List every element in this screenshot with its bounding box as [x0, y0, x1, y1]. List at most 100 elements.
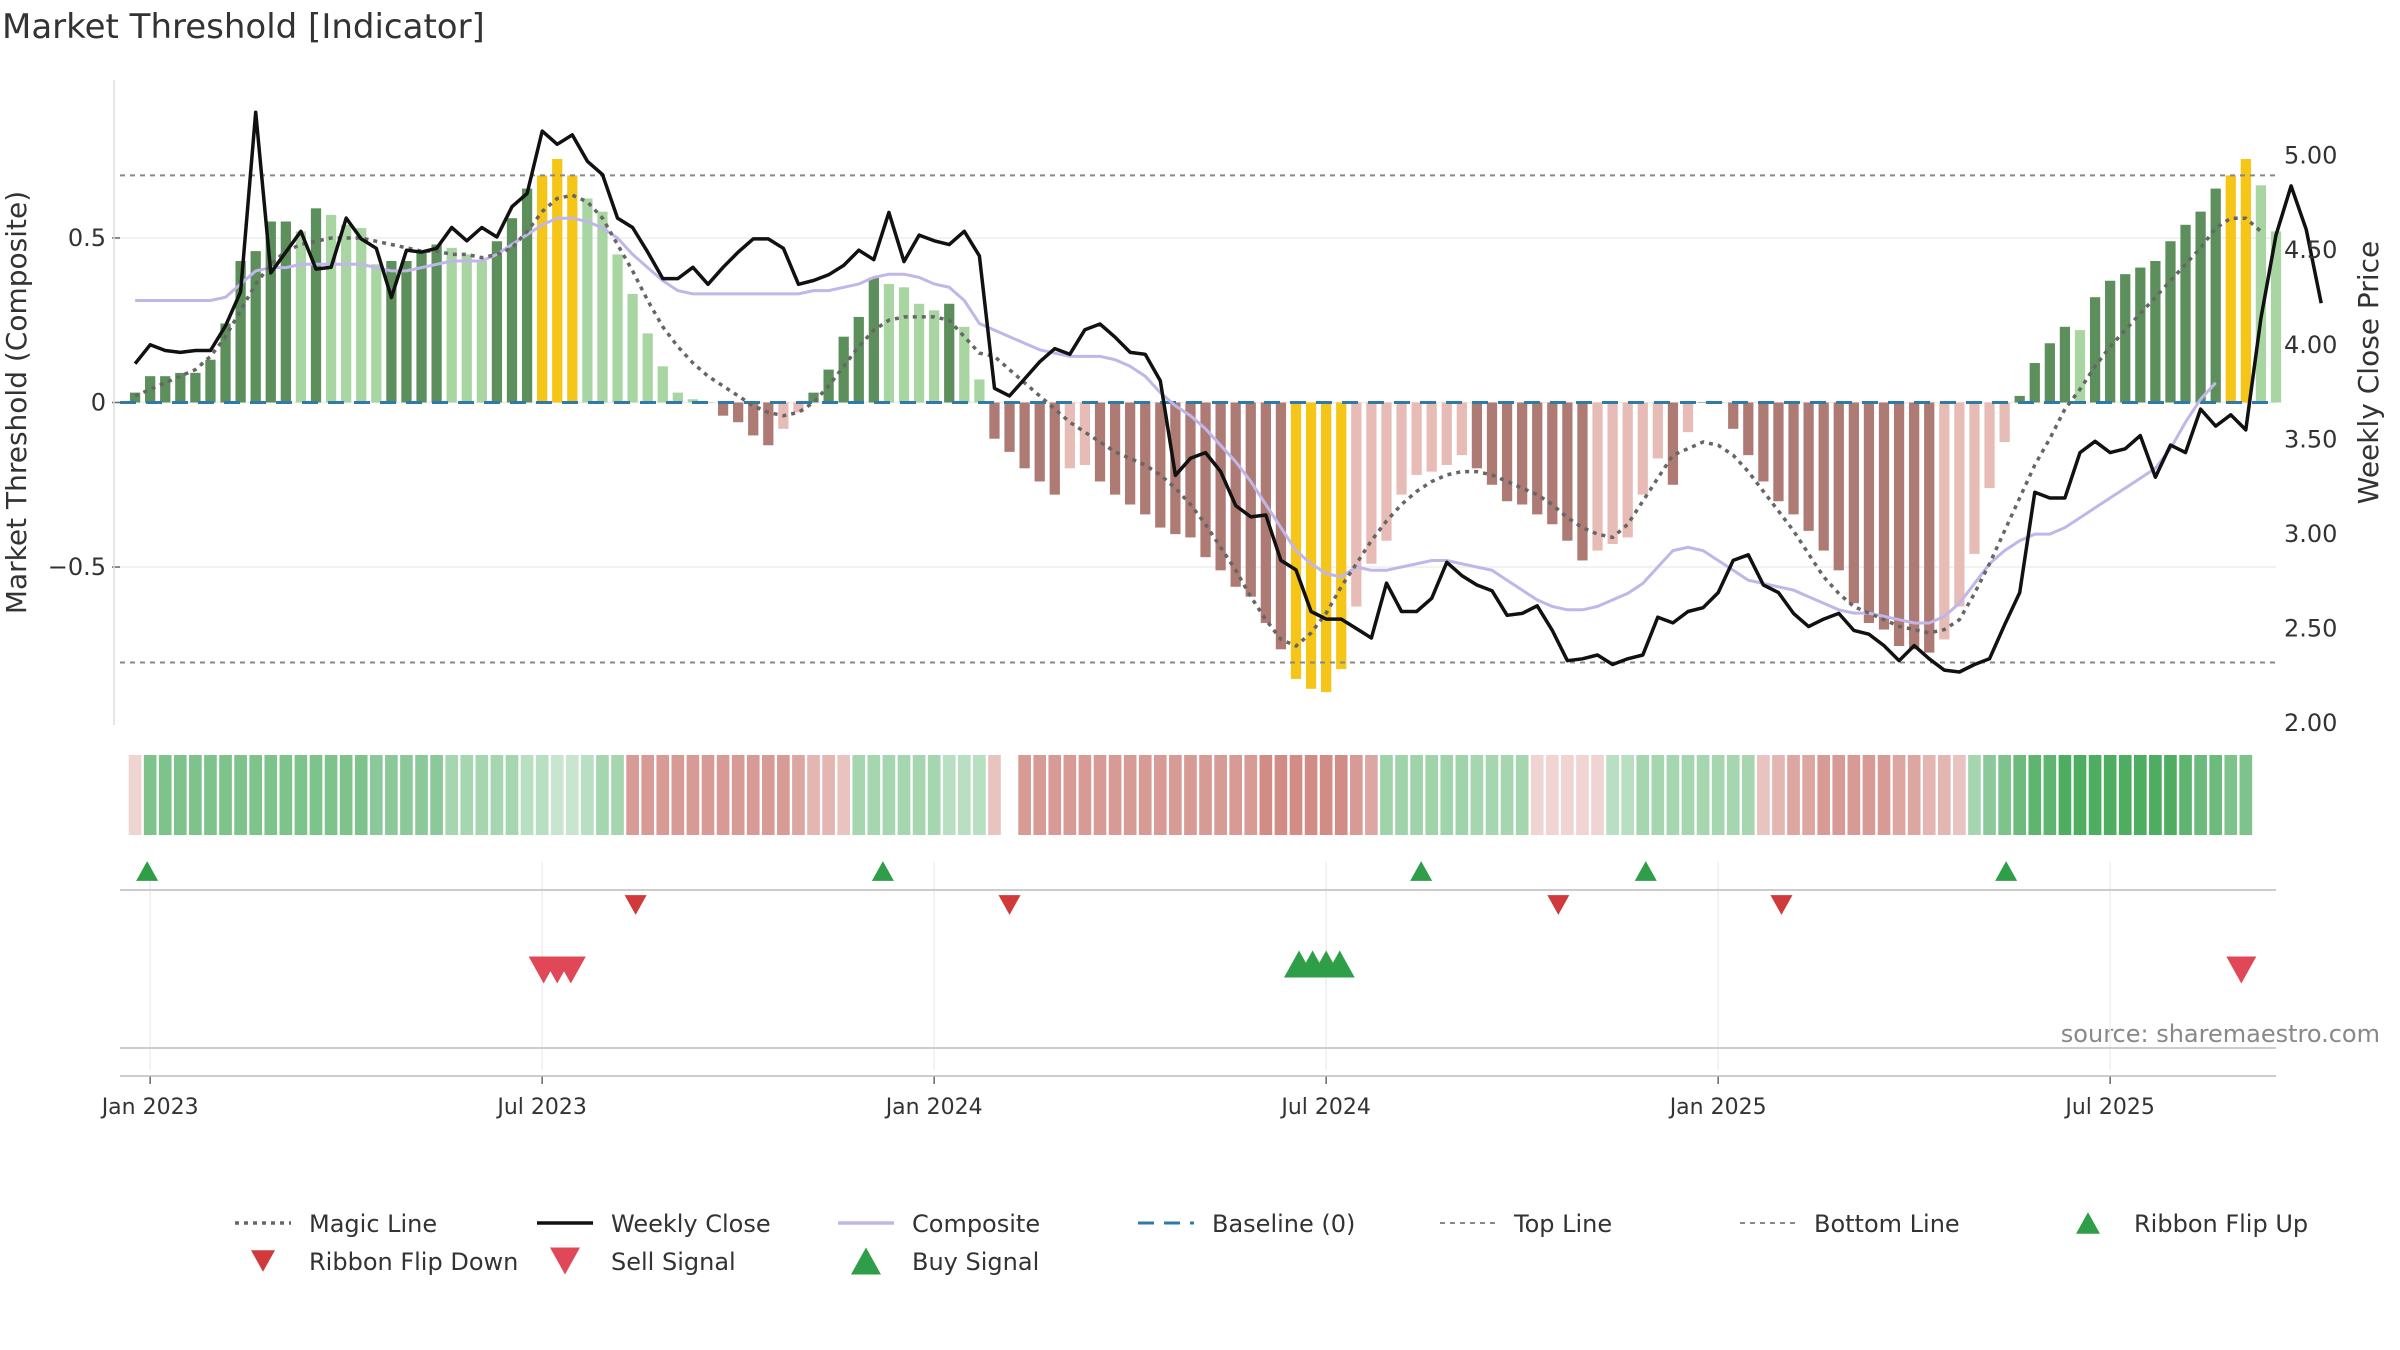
ribbon-cell: [746, 755, 760, 835]
composite-bar: [190, 372, 201, 403]
ribbon-cell: [1289, 755, 1303, 835]
legend-item: Magic Line: [235, 1210, 437, 1238]
ribbon-cell: [143, 755, 157, 835]
composite-line: [135, 216, 2217, 625]
composite-bar: [145, 376, 156, 403]
composite-bar: [1471, 402, 1483, 469]
composite-bar: [944, 303, 955, 403]
legend-item: Sell Signal: [550, 1247, 736, 1276]
ribbon-cell: [1184, 755, 1197, 835]
y-right-tick-label: 2.00: [2284, 709, 2337, 737]
ribbon-cell: [1048, 755, 1062, 835]
legend-swatch: [550, 1247, 580, 1275]
ribbon-cell: [369, 755, 383, 835]
composite-bar: [1637, 402, 1648, 495]
ribbon-cell: [1711, 755, 1725, 835]
composite-bar: [1803, 402, 1814, 531]
x-tick-label: Jan 2023: [100, 1095, 199, 1120]
ribbon-cell: [1500, 755, 1514, 835]
ribbon-cell: [731, 755, 745, 835]
composite-bar: [898, 287, 910, 403]
composite-bar: [838, 336, 849, 403]
composite-bar: [1004, 402, 1015, 452]
composite-bar: [1999, 402, 2010, 442]
ribbon-cell: [1651, 755, 1665, 835]
ribbon-cell: [2164, 755, 2177, 835]
y-axis-left-label: Market Threshold (Composite): [0, 191, 33, 614]
composite-bar: [1426, 402, 1437, 472]
composite-bar: [506, 218, 518, 403]
ribbon-cell: [1395, 755, 1408, 835]
ribbon-cell: [1606, 755, 1619, 835]
composite-bar: [250, 251, 261, 403]
composite-bar: [295, 231, 307, 403]
composite-bar: [416, 251, 427, 403]
composite-bar: [868, 277, 879, 403]
composite-bar: [1682, 402, 1694, 433]
composite-bar: [1833, 402, 1844, 571]
ribbon-cell: [430, 755, 443, 835]
composite-bar: [1411, 402, 1422, 475]
ribbon-cell: [852, 755, 866, 835]
legend-label: Bottom Line: [1814, 1210, 1960, 1238]
legend-swatch: [851, 1247, 881, 1275]
ribbon-cell: [1968, 755, 1981, 835]
ribbon-cell: [1576, 755, 1589, 835]
ribbon-cell: [354, 755, 368, 835]
composite-bar: [1848, 402, 1859, 604]
ribbon-flip-up-marker: [136, 861, 159, 881]
ribbon-cell: [1726, 755, 1740, 835]
composite-bar: [883, 284, 895, 403]
composite-bar: [1501, 402, 1513, 502]
composite-bar: [175, 372, 186, 403]
ribbon-cell: [339, 755, 353, 835]
composite-bar: [1351, 402, 1362, 607]
composite-bar: [1245, 402, 1256, 597]
ribbon-cell: [1169, 755, 1182, 835]
composite-bar: [1019, 402, 1030, 469]
composite-bar: [2195, 211, 2206, 403]
composite-bar: [2135, 267, 2146, 403]
ribbon-cell: [1591, 755, 1604, 835]
x-tick-label: Jan 2025: [1668, 1095, 1767, 1120]
ribbon-cell: [445, 755, 459, 835]
composite-bar: [1577, 402, 1588, 561]
ribbon-cell: [1530, 755, 1544, 835]
legend-label: Ribbon Flip Down: [309, 1248, 518, 1276]
ribbon-cell: [1998, 755, 2011, 835]
composite-bar: [1939, 402, 1950, 640]
composite-bar: [733, 402, 744, 423]
ribbon-cell: [2239, 755, 2253, 835]
chart-title: Market Threshold [Indicator]: [2, 7, 485, 47]
ribbon-cell: [535, 755, 549, 835]
composite-bar: [627, 293, 638, 403]
ribbon-cell: [686, 755, 700, 835]
ribbon-cell: [1892, 755, 1906, 835]
weekly-close-line: [133, 110, 2323, 674]
ribbon-cell: [1229, 755, 1243, 835]
ribbon-cell: [2103, 755, 2117, 835]
ribbon-cell: [1515, 755, 1529, 835]
ribbon-cell: [1953, 755, 1966, 835]
ribbon-cell: [957, 755, 971, 835]
ribbon-cell: [1696, 755, 1710, 835]
signal-markers: [136, 861, 2257, 984]
ribbon-flip-up-marker: [1410, 861, 1433, 881]
ribbon-cell: [1621, 755, 1635, 835]
composite-bar: [672, 392, 683, 403]
composite-bar: [567, 175, 578, 403]
ribbon-cell: [1304, 755, 1318, 835]
ribbon-cell: [1937, 755, 1951, 835]
composite-bar: [235, 260, 246, 403]
ribbon-cell: [279, 755, 293, 835]
legend-item: Ribbon Flip Up: [2076, 1210, 2308, 1238]
ribbon-cell: [128, 755, 142, 835]
composite-bar: [989, 402, 1000, 439]
composite-bar: [2255, 185, 2267, 403]
composite-bar: [1381, 402, 1392, 541]
composite-bar: [657, 366, 668, 403]
ribbon-flip-up-marker: [1995, 861, 2018, 881]
y-right-tick-label: 4.00: [2284, 331, 2337, 359]
ribbon-cell: [415, 755, 428, 835]
composite-bar: [1079, 402, 1091, 466]
